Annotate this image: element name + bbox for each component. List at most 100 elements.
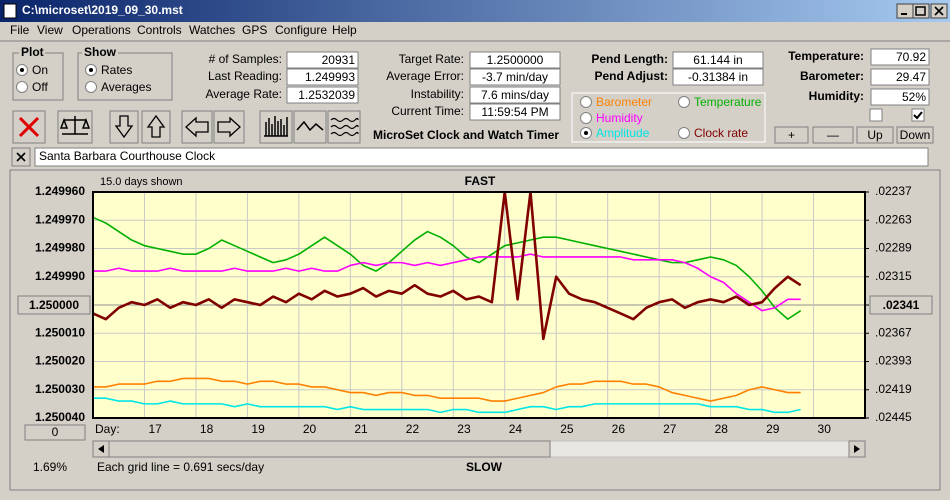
field-value: -3.7 min/day	[482, 70, 548, 84]
y-tick-label: 1.249990	[35, 269, 85, 283]
radio-button[interactable]	[678, 96, 690, 108]
x-tick-label: 27	[663, 422, 677, 436]
reading-label: Average Rate:	[206, 87, 283, 101]
scale-percent: 1.69%	[33, 460, 67, 474]
button[interactable]	[856, 126, 894, 144]
reading-label: Barometer:	[800, 69, 864, 83]
x-tick-label: 21	[354, 422, 368, 436]
reading-label: Temperature:	[788, 49, 864, 63]
x-tick-label: 24	[509, 422, 523, 436]
field-value: 7.6 mins/day	[481, 88, 549, 102]
scroll-right-glyph	[854, 445, 860, 453]
days-shown: 15.0 days shown	[100, 176, 183, 188]
radio-label: Temperature	[694, 95, 762, 109]
button[interactable]	[774, 126, 809, 144]
title-bar	[0, 0, 950, 22]
y-tick-label: 1.250000	[29, 298, 79, 312]
text-field	[469, 51, 561, 69]
text-field	[870, 88, 930, 106]
y2-tick-label: .02341	[883, 298, 920, 312]
y-tick-label: 1.250030	[35, 382, 85, 396]
reading-label: Instability:	[411, 87, 464, 101]
menu-item[interactable]: View	[37, 23, 63, 37]
menu-item[interactable]: Configure	[275, 23, 327, 37]
radio-label: Humidity	[596, 111, 643, 125]
radio-button[interactable]	[580, 96, 592, 108]
reading-label: Current Time:	[391, 104, 464, 118]
x-tick-label: 17	[148, 422, 162, 436]
app-icon	[3, 3, 17, 19]
radio-button[interactable]	[678, 127, 690, 139]
toolbar-button[interactable]	[293, 110, 327, 144]
check-mark	[913, 111, 923, 120]
reading-label: Target Rate:	[399, 52, 464, 66]
x-axis-label: Day:	[95, 422, 120, 436]
radio-label: Barometer	[596, 95, 652, 109]
window-controls[interactable]	[896, 3, 948, 19]
y2-tick-label: .02237	[875, 184, 912, 198]
clock-name-field[interactable]	[34, 147, 929, 167]
grid-note: Each grid line = 0.691 secs/day	[97, 460, 264, 474]
toolbar-icon	[296, 120, 324, 132]
y2-tick-label: .02419	[875, 382, 912, 396]
series-line	[93, 397, 801, 414]
checkbox[interactable]	[911, 108, 925, 122]
x-tick-label: 26	[612, 422, 626, 436]
menu-item[interactable]: Operations	[72, 23, 131, 37]
y-tick-label: 1.249960	[35, 184, 85, 198]
text-field	[469, 86, 561, 104]
groupbox-title-bg	[82, 47, 118, 59]
button-label: +	[788, 128, 795, 142]
radio-label: Amplitude	[596, 126, 650, 140]
text-field	[286, 51, 359, 69]
radio-button[interactable]	[85, 81, 97, 93]
menu-item[interactable]: Watches	[189, 23, 235, 37]
slow-label: SLOW	[466, 460, 503, 474]
reading-label: Last Reading:	[208, 69, 282, 83]
window-title: C:\microset\2019_09_30.mst	[22, 3, 183, 17]
reading-label: # of Samples:	[209, 52, 282, 66]
menu-item[interactable]: GPS	[242, 23, 267, 37]
text-field	[672, 68, 764, 86]
radio-button[interactable]	[580, 112, 592, 124]
fast-label: FAST	[465, 174, 496, 188]
y2-tick-label: .02315	[875, 269, 912, 283]
radio-label: Rates	[101, 63, 132, 77]
toolbar-button[interactable]	[213, 110, 245, 144]
radio-dot	[584, 131, 588, 135]
offset-button[interactable]	[24, 424, 86, 441]
toolbar-icon	[185, 116, 209, 138]
scroll-left-glyph	[98, 445, 104, 453]
text-field	[286, 86, 359, 104]
y-tick-button[interactable]	[17, 295, 91, 315]
toolbar-button[interactable]	[181, 110, 213, 144]
radio-dot	[89, 68, 93, 72]
text-field	[469, 68, 561, 86]
text-field	[286, 68, 359, 86]
button[interactable]	[812, 126, 854, 144]
reading-label: Humidity:	[809, 89, 864, 103]
x-tick-label: 28	[715, 422, 729, 436]
radio-button[interactable]	[16, 81, 28, 93]
offset-button-label: 0	[52, 425, 59, 439]
x-tick-label: 25	[560, 422, 574, 436]
scrollbar-thumb[interactable]	[108, 440, 551, 458]
y-tick-label: 1.250020	[35, 354, 85, 368]
checkbox[interactable]	[869, 108, 883, 122]
series-selector-box	[571, 92, 766, 143]
minimize-button[interactable]	[896, 3, 914, 19]
y-tick-label: 1.250040	[35, 410, 85, 424]
menu-item[interactable]: Help	[332, 23, 357, 37]
field-value: 1.2500000	[487, 53, 544, 67]
text-field	[469, 103, 561, 121]
y-tick-label: 1.249980	[35, 241, 85, 255]
menu-item[interactable]: Controls	[137, 23, 182, 37]
field-value: 11:59:54 PM	[481, 105, 548, 119]
button[interactable]	[896, 126, 934, 144]
field-value: 29.47	[896, 70, 926, 84]
y-tick-label: 1.249970	[35, 212, 85, 226]
y2-tick-button[interactable]	[869, 295, 933, 315]
radio-label: On	[32, 63, 48, 77]
menu-item[interactable]: File	[10, 23, 30, 37]
field-value: 1.2532039	[298, 88, 355, 102]
